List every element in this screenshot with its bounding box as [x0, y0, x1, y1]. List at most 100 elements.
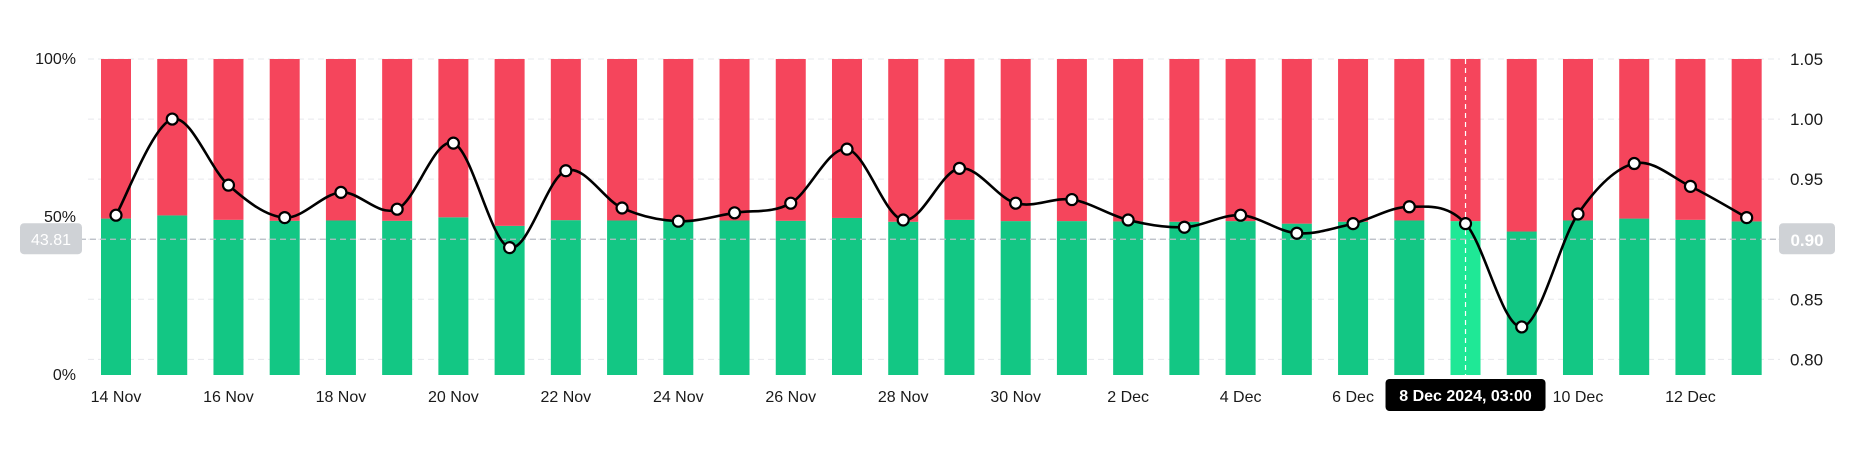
- bar-green: [438, 217, 469, 375]
- bar-green: [663, 220, 694, 375]
- bar-red: [1394, 59, 1425, 221]
- bar-green: [101, 218, 131, 375]
- ratio-point: [1177, 220, 1191, 234]
- bar-green: [1675, 219, 1706, 375]
- ratio-point: [671, 214, 685, 228]
- bar-red: [550, 59, 581, 221]
- ratio-point: [727, 206, 742, 220]
- ratio-line: [114, 117, 1748, 329]
- bar-red: [157, 59, 188, 216]
- ratio-point: [952, 161, 967, 175]
- left-value-badge-bg: [20, 223, 82, 255]
- left-value-badge-label: 43.81: [31, 232, 71, 249]
- bar-green: [1281, 223, 1312, 375]
- bar-green: [944, 219, 975, 375]
- bar-green: [1169, 221, 1200, 375]
- right-axis-tick-label: 1.05: [1790, 50, 1823, 69]
- x-axis-tick-label: 16 Nov: [203, 389, 254, 406]
- bar-red: [1225, 59, 1256, 222]
- bar-red: [831, 59, 862, 218]
- x-axis-tick-label: 6 Dec: [1332, 389, 1374, 406]
- bar-green: [157, 215, 188, 375]
- ratio-point: [840, 142, 854, 156]
- left-axis-tick-label: 0%: [53, 367, 76, 384]
- ratio-point: [503, 241, 517, 255]
- bar-red: [775, 59, 806, 221]
- right-axis-tick-label: 0.85: [1790, 290, 1823, 309]
- crosshair-date-tooltip-bg: [1385, 379, 1546, 411]
- bar-red: [1113, 59, 1144, 222]
- left-axis-tick-label: 100%: [35, 51, 76, 68]
- reference-lines: [70, 59, 1790, 375]
- ratio-point: [221, 178, 236, 192]
- ratio-point: [1683, 179, 1698, 193]
- x-axis-tick-label: 18 Nov: [316, 389, 367, 406]
- bar-green: [1338, 221, 1369, 375]
- ratio-point: [1233, 208, 1248, 222]
- bar-red: [1169, 59, 1200, 222]
- bar-red: [1562, 59, 1593, 221]
- right-value-badge: 0.90: [1779, 223, 1835, 255]
- bar-green: [1000, 221, 1031, 375]
- bar-red: [663, 59, 694, 221]
- ratio-point: [1346, 217, 1360, 231]
- x-axis-tick-label: 30 Nov: [990, 389, 1041, 406]
- bar-green: [325, 220, 356, 375]
- right-axis-tick-label: 0.80: [1790, 350, 1823, 369]
- x-axis-tick-label: 10 Dec: [1553, 389, 1604, 406]
- bars-group: [101, 59, 1762, 375]
- bar-green: [1225, 221, 1256, 375]
- left-value-badge: 43.81: [20, 223, 82, 255]
- x-axis-tick-label: 20 Nov: [428, 389, 479, 406]
- right-value-badge-bg: [1779, 223, 1835, 255]
- x-axis-tick-label: 14 Nov: [91, 389, 142, 406]
- bar-green: [550, 220, 581, 375]
- ratio-line-group: [109, 112, 1754, 334]
- x-axis-tick-label: 28 Nov: [878, 389, 929, 406]
- x-axis-tick-label: 4 Dec: [1220, 389, 1262, 406]
- crosshair-date-tooltip: 8 Dec 2024, 03:00: [1385, 379, 1546, 411]
- bar-red: [1731, 59, 1762, 222]
- ratio-point: [1740, 211, 1754, 225]
- tooltip-group: 43.81 0.90 8 Dec 2024, 03:00: [20, 223, 1835, 411]
- bar-red: [1000, 59, 1031, 222]
- ratio-point: [1009, 196, 1023, 210]
- bar-red: [1619, 59, 1650, 219]
- bar-green: [269, 220, 300, 375]
- bar-green: [1731, 221, 1762, 375]
- bar-red: [888, 59, 919, 222]
- ratio-point: [1065, 192, 1079, 207]
- ratio-point: [165, 112, 179, 126]
- ratio-point: [1571, 207, 1585, 221]
- ratio-point: [1627, 156, 1641, 171]
- ratio-point: [1402, 200, 1416, 214]
- ratio-point: [278, 211, 292, 225]
- bar-red: [1675, 59, 1706, 220]
- ratio-point: [784, 196, 798, 210]
- bar-red: [944, 59, 975, 220]
- ratio-point: [1290, 226, 1304, 240]
- x-axis-tick-label: 2 Dec: [1107, 389, 1149, 406]
- bar-green: [1056, 221, 1087, 375]
- right-value-badge-label: 0.90: [1790, 231, 1823, 250]
- ratio-point: [1121, 213, 1135, 227]
- bar-red: [269, 59, 300, 221]
- bar-red: [1338, 59, 1369, 222]
- bar-red: [1281, 59, 1312, 224]
- right-axis-tick-label: 1.00: [1790, 110, 1823, 129]
- bar-green: [1113, 221, 1144, 375]
- x-axis-tick-label: 12 Dec: [1665, 389, 1716, 406]
- left-axis-tick-label: 50%: [44, 209, 76, 226]
- bar-green: [607, 220, 638, 375]
- bar-green: [382, 220, 413, 375]
- bar-green: [775, 220, 806, 375]
- bar-red: [494, 59, 525, 226]
- ratio-point: [334, 185, 348, 199]
- bar-red: [719, 59, 750, 221]
- ratio-point: [390, 202, 404, 216]
- x-axis-tick-label: 24 Nov: [653, 389, 704, 406]
- x-axis-tick-label: 22 Nov: [540, 389, 591, 406]
- bar-green: [1506, 231, 1537, 375]
